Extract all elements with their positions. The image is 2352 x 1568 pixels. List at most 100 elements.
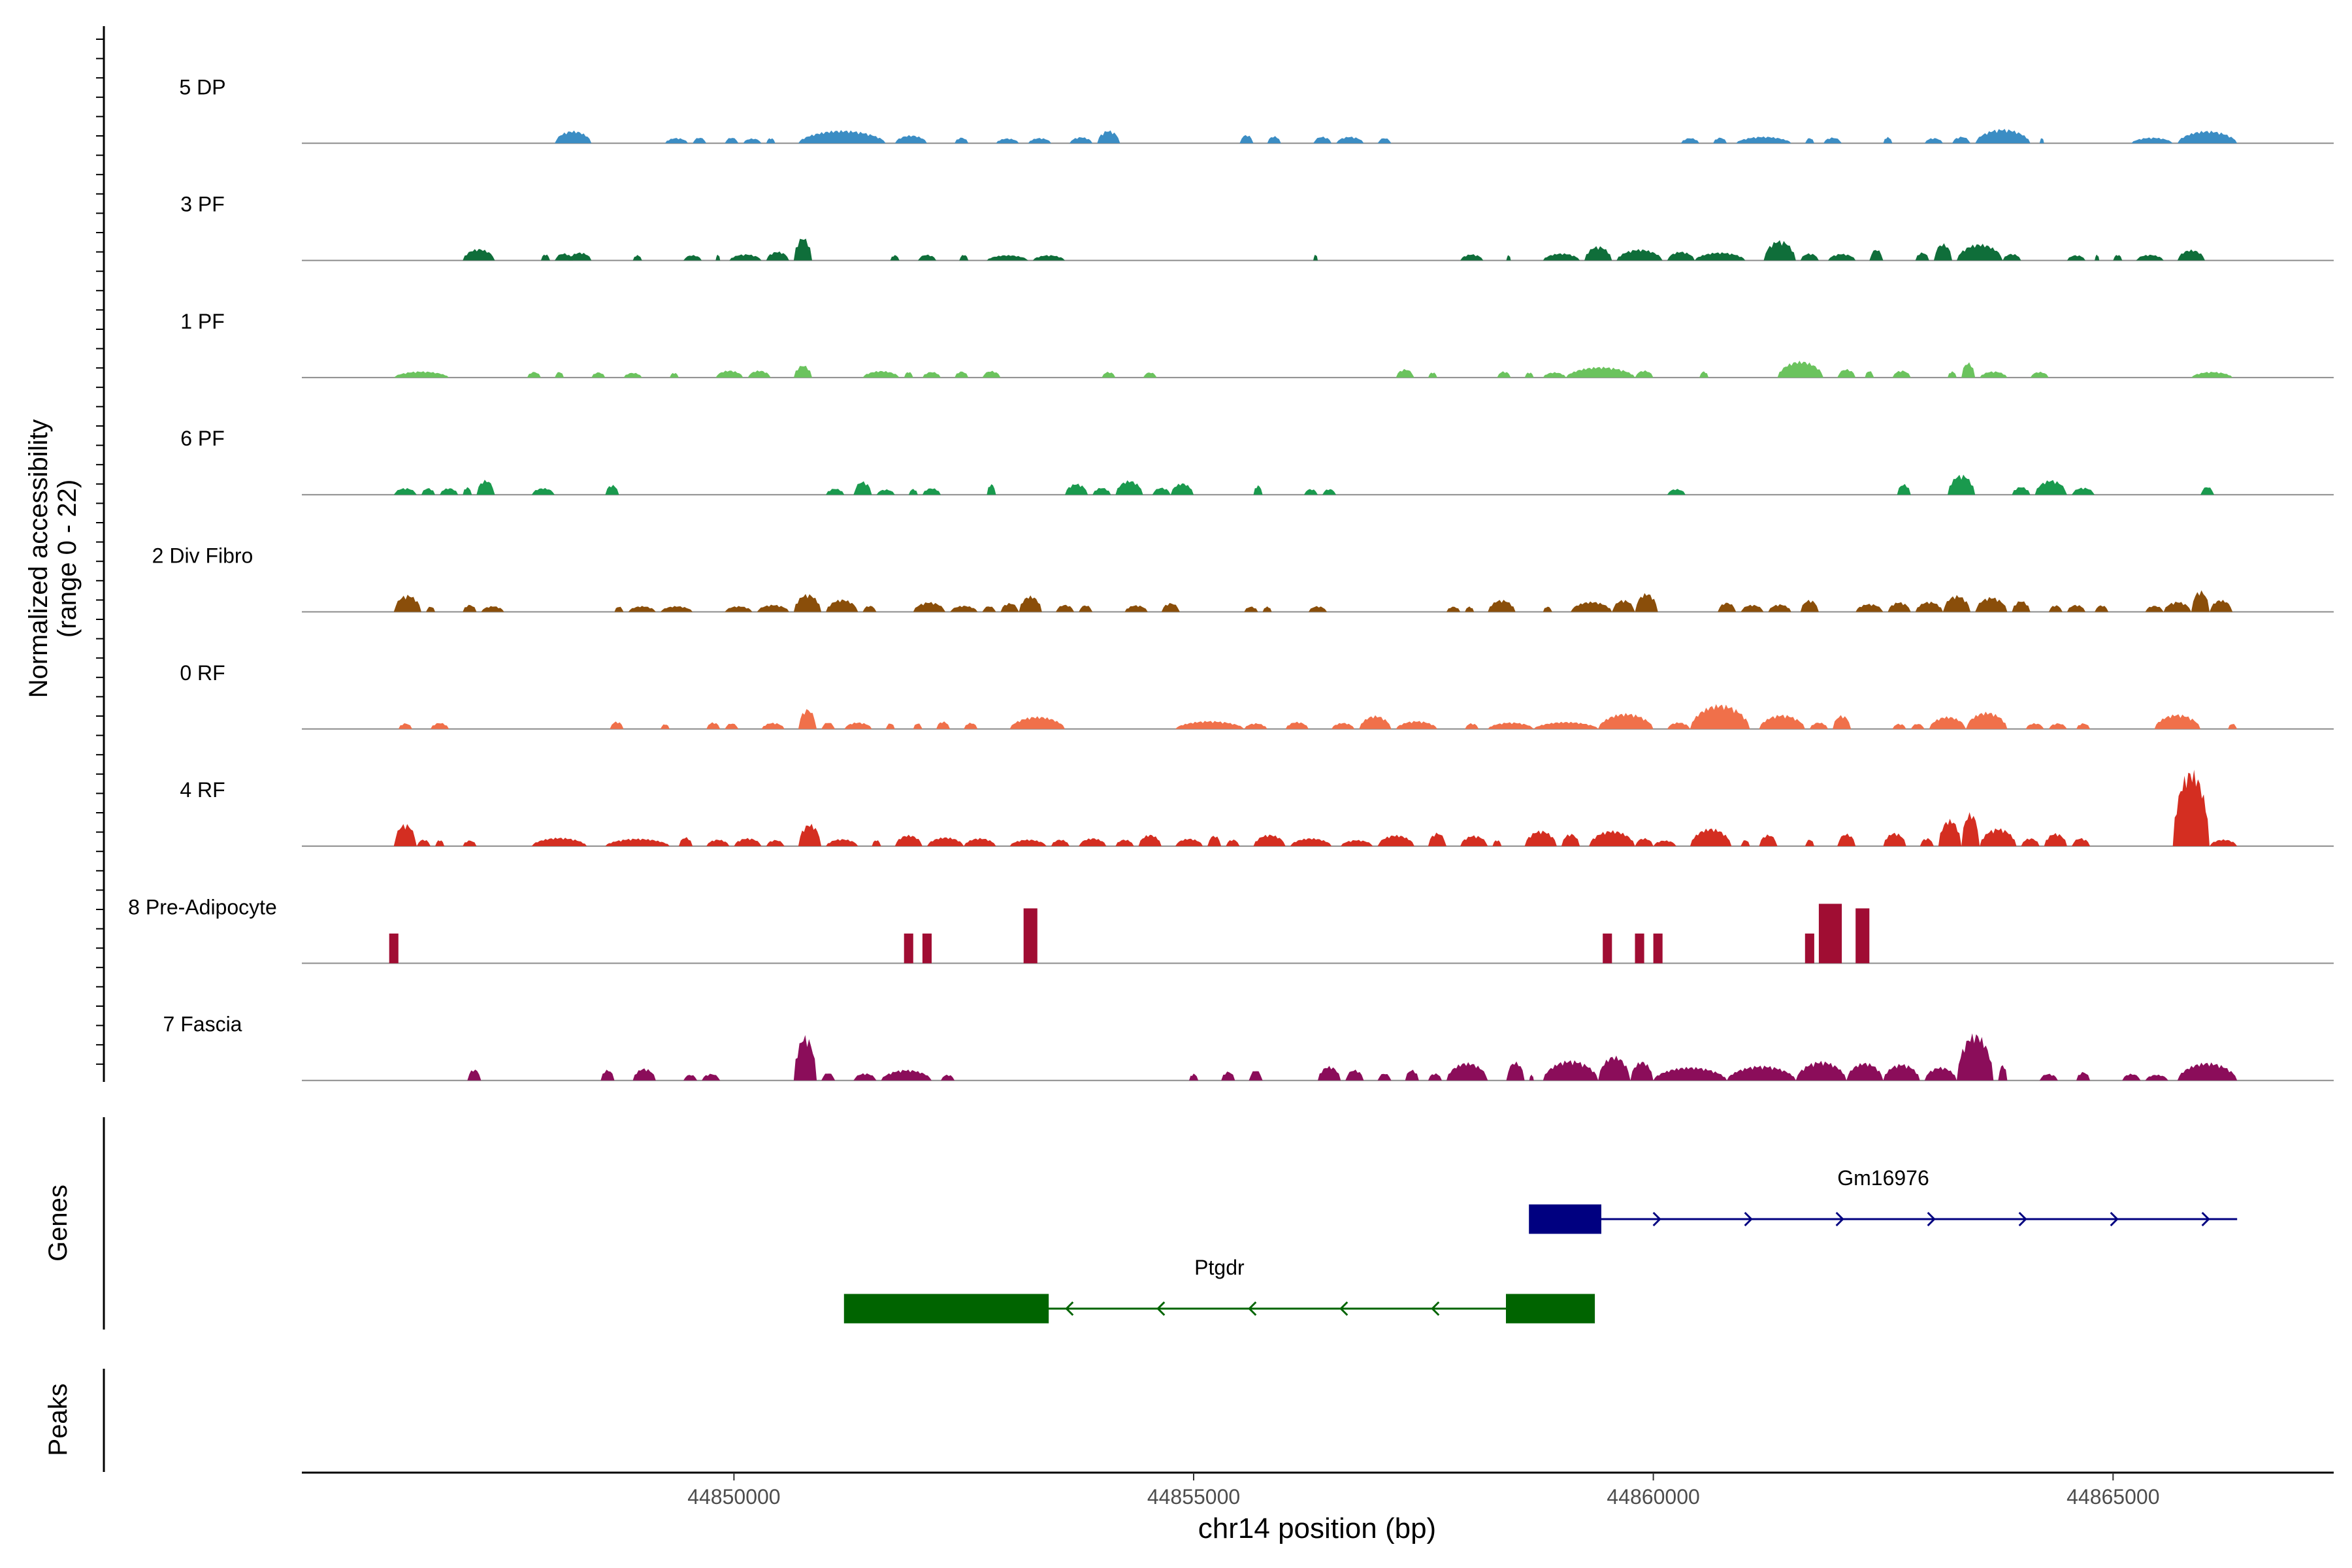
coverage-peak <box>398 723 412 729</box>
coverage-peak <box>757 604 789 612</box>
coverage-peak <box>660 724 670 729</box>
coverage-peak <box>683 1075 698 1081</box>
coverage-peak <box>955 137 969 144</box>
coverage-peak <box>1331 723 1355 729</box>
strand-arrow <box>2201 1211 2210 1227</box>
gene-exon <box>1529 1204 1601 1234</box>
coverage-peak <box>1308 606 1328 612</box>
coverage-peak <box>950 606 978 612</box>
gene-annotation-track: Gm16976 Ptgdr <box>843 1166 2238 1324</box>
coverage-peak <box>913 602 946 612</box>
track-8-pre-adipocyte: 8 Pre-Adipocyte <box>128 895 2334 964</box>
coverage-peak <box>1244 723 1267 729</box>
coverage-peak <box>1359 715 1392 729</box>
coverage-peak <box>1718 602 1737 612</box>
coverage-peak <box>2177 131 2238 144</box>
coverage-peak <box>793 238 812 261</box>
coverage-peak <box>393 371 449 378</box>
coverage-peak <box>826 489 845 495</box>
coverage-peak <box>922 933 932 964</box>
coverage-peak <box>1919 838 1934 847</box>
coverage-peak <box>964 723 978 729</box>
coverage-peak <box>1175 838 1203 847</box>
coverage-peak <box>1630 1062 1654 1081</box>
coverage-peak <box>1805 138 1814 144</box>
coverage-peak <box>922 488 941 495</box>
coverage-peak <box>664 138 688 144</box>
coverage-peak <box>1915 252 1929 261</box>
strand-arrow <box>1065 1301 1074 1316</box>
x-tick-label: 44855000 <box>1147 1485 1240 1509</box>
coverage-peak <box>853 1073 877 1081</box>
coverage-peak <box>1009 839 1047 847</box>
coverage-peak <box>1690 704 1750 729</box>
coverage-peak <box>1795 1060 1847 1081</box>
coverage-peak <box>2177 249 2205 261</box>
genes-panel-label: Genes <box>44 1184 73 1262</box>
coverage-peak <box>1488 600 1516 612</box>
track-5-dp: 5 DP <box>179 75 2334 144</box>
coverage-peak <box>1115 480 1143 495</box>
coverage-peak <box>1561 834 1580 847</box>
coverage-peak <box>1584 246 1612 261</box>
gene-ptgdr: Ptgdr <box>843 1256 1595 1324</box>
x-tick-label: 44865000 <box>2066 1485 2159 1509</box>
coverage-peak <box>1948 371 1957 378</box>
coverage-peak <box>844 722 872 729</box>
coverage-peak <box>1533 721 1599 729</box>
coverage-peak <box>683 255 702 261</box>
coverage-peak <box>798 709 817 729</box>
coverage-peak <box>955 371 969 378</box>
coverage-peak <box>1428 832 1446 847</box>
coverage-peak <box>1833 715 1852 729</box>
coverage-peak <box>1763 240 1796 261</box>
coverage-peak <box>1497 371 1511 378</box>
coverage-peak <box>1653 840 1676 847</box>
coverage-peak <box>1883 137 1893 144</box>
coverage-peak <box>894 834 923 847</box>
x-tick-label: 44860000 <box>1607 1485 1699 1509</box>
coverage-peak <box>1635 933 1644 964</box>
coverage-peak <box>1460 835 1488 847</box>
coverage-peak <box>941 1074 955 1081</box>
coverage-peak <box>1777 361 1823 378</box>
coverage-peak <box>1396 368 1414 378</box>
coverage-peak <box>463 487 472 495</box>
coverage-peak <box>605 838 670 847</box>
coverage-peak <box>904 933 913 964</box>
coverage-peak <box>1396 721 1437 729</box>
track-label: 1 PF <box>180 310 225 333</box>
coverage-peak <box>1161 602 1180 612</box>
coverage-peak <box>1727 1066 1796 1081</box>
coverage-peak <box>2210 839 2238 847</box>
coverage-peak <box>416 840 431 847</box>
coverage-peak <box>481 606 504 612</box>
coverage-peak <box>1961 812 1980 847</box>
coverage-peak <box>393 595 421 612</box>
coverage-peak <box>913 723 923 729</box>
coverage-peak <box>1653 1066 1727 1081</box>
track-label: 3 PF <box>180 193 225 216</box>
coverage-peak <box>1267 136 1281 144</box>
coverage-peak <box>1566 367 1635 378</box>
coverage-peak <box>1465 606 1475 612</box>
strand-arrow <box>1339 1301 1348 1316</box>
coverage-peak <box>853 481 872 495</box>
coverage-peak <box>2021 838 2040 847</box>
track-label: 8 Pre-Adipocyte <box>128 895 277 919</box>
coverage-peak <box>1952 137 1971 144</box>
coverage-peak <box>1079 605 1093 612</box>
coverage-peak <box>2030 371 2049 378</box>
coverage-peak <box>793 1035 817 1081</box>
coverage-peak <box>1924 1066 1957 1081</box>
strand-arrow <box>1927 1211 1936 1227</box>
coverage-peak <box>1285 721 1309 729</box>
coverage-peak <box>1855 908 1870 964</box>
coverage-peak <box>1102 372 1116 378</box>
coverage-peak <box>1635 370 1654 378</box>
strand-arrow <box>1835 1211 1844 1227</box>
coverage-peak <box>1635 838 1654 847</box>
coverage-peak <box>693 138 707 144</box>
y-axis-label-line2: (range 0 - 22) <box>53 480 82 638</box>
track-6-pf: 6 PF <box>180 427 2334 496</box>
